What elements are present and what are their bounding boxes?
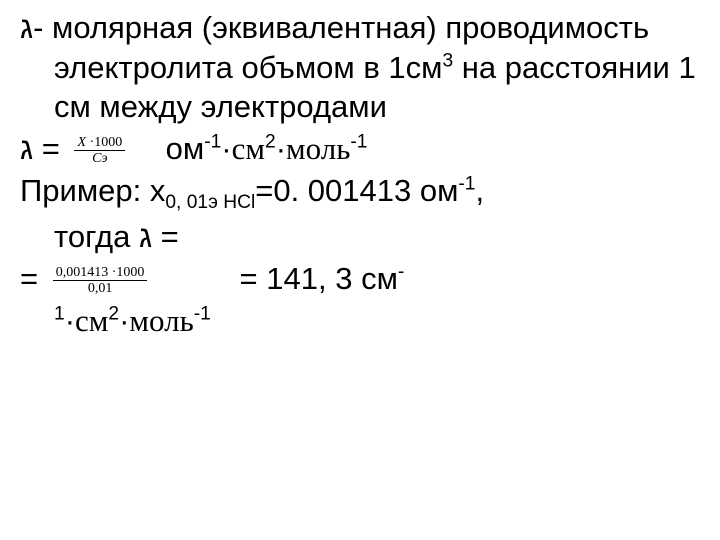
- formula-lhs: ג =: [20, 131, 60, 166]
- result-supA: -: [398, 262, 404, 283]
- tail-cm: см: [75, 303, 108, 338]
- units-sup3: -1: [350, 132, 367, 153]
- units-om: ом: [166, 131, 205, 166]
- tail-sup1: 1: [54, 303, 65, 324]
- tail-dot1: ·: [65, 303, 75, 338]
- frac-num-dot: ·: [86, 135, 94, 150]
- example-sub: 0, 01э HCl: [165, 192, 255, 213]
- example-eq: =: [152, 219, 179, 254]
- tail-dot2: ·: [119, 303, 129, 338]
- frac-num-x: X: [77, 135, 86, 150]
- example-line1: Пример: х0, 01э HCl=0. 001413 ом-1,: [20, 171, 700, 216]
- formula-frac-den: Cэ: [74, 151, 125, 166]
- tail-mol: моль: [129, 303, 193, 338]
- example-line2: тогда ג =: [20, 217, 700, 257]
- definition-block: ג- молярная (эквивалентная) проводимость…: [20, 8, 700, 127]
- units-mol: моль: [286, 131, 350, 166]
- units-dot2: ·: [276, 131, 286, 166]
- result-frac-den: 0,01: [53, 281, 148, 296]
- example-then: тогда: [54, 219, 139, 254]
- def-line3a: объмом в 1см: [242, 50, 443, 85]
- example-sup: -1: [458, 173, 475, 194]
- units-sup1: -1: [204, 132, 221, 153]
- result-frac-num: 0,001413 ·1000: [53, 265, 148, 281]
- units-sup2: 2: [265, 132, 276, 153]
- formula-fraction: X ·1000 Cэ: [74, 135, 125, 167]
- units-dot1: ·: [221, 131, 231, 166]
- formula-line: ג = X ·1000 Cэ ом-1·см2·моль-1: [20, 129, 700, 169]
- tail-sup3: -1: [194, 303, 211, 324]
- formula-frac-num: X ·1000: [74, 135, 125, 151]
- def-line4: см между электродами: [54, 89, 387, 124]
- units-cm: см: [232, 131, 265, 166]
- def-line3b: на расстоянии 1: [453, 50, 696, 85]
- lambda-symbol: ג: [20, 10, 33, 45]
- def-line3-sup: 3: [442, 50, 453, 71]
- slide-content: ג- молярная (эквивалентная) проводимость…: [0, 0, 720, 340]
- example-comma: ,: [475, 173, 484, 208]
- result-eq1: =: [20, 261, 38, 296]
- frac-num-1000: 1000: [94, 135, 122, 150]
- example-prefix: Пример: х: [20, 173, 165, 208]
- tail-sup2: 2: [108, 303, 119, 324]
- result-fraction: 0,001413 ·1000 0,01: [53, 265, 148, 297]
- result-line2: 1·см2·моль-1: [20, 301, 700, 341]
- def-line1: - молярная (эквивалентная): [33, 10, 437, 45]
- example-mid: =0. 001413 ом: [255, 173, 458, 208]
- result-eq2: = 141, 3 см: [240, 261, 398, 296]
- result-line1: = 0,001413 ·1000 0,01 = 141, 3 см-: [20, 259, 700, 299]
- example-lambda: ג: [139, 219, 152, 254]
